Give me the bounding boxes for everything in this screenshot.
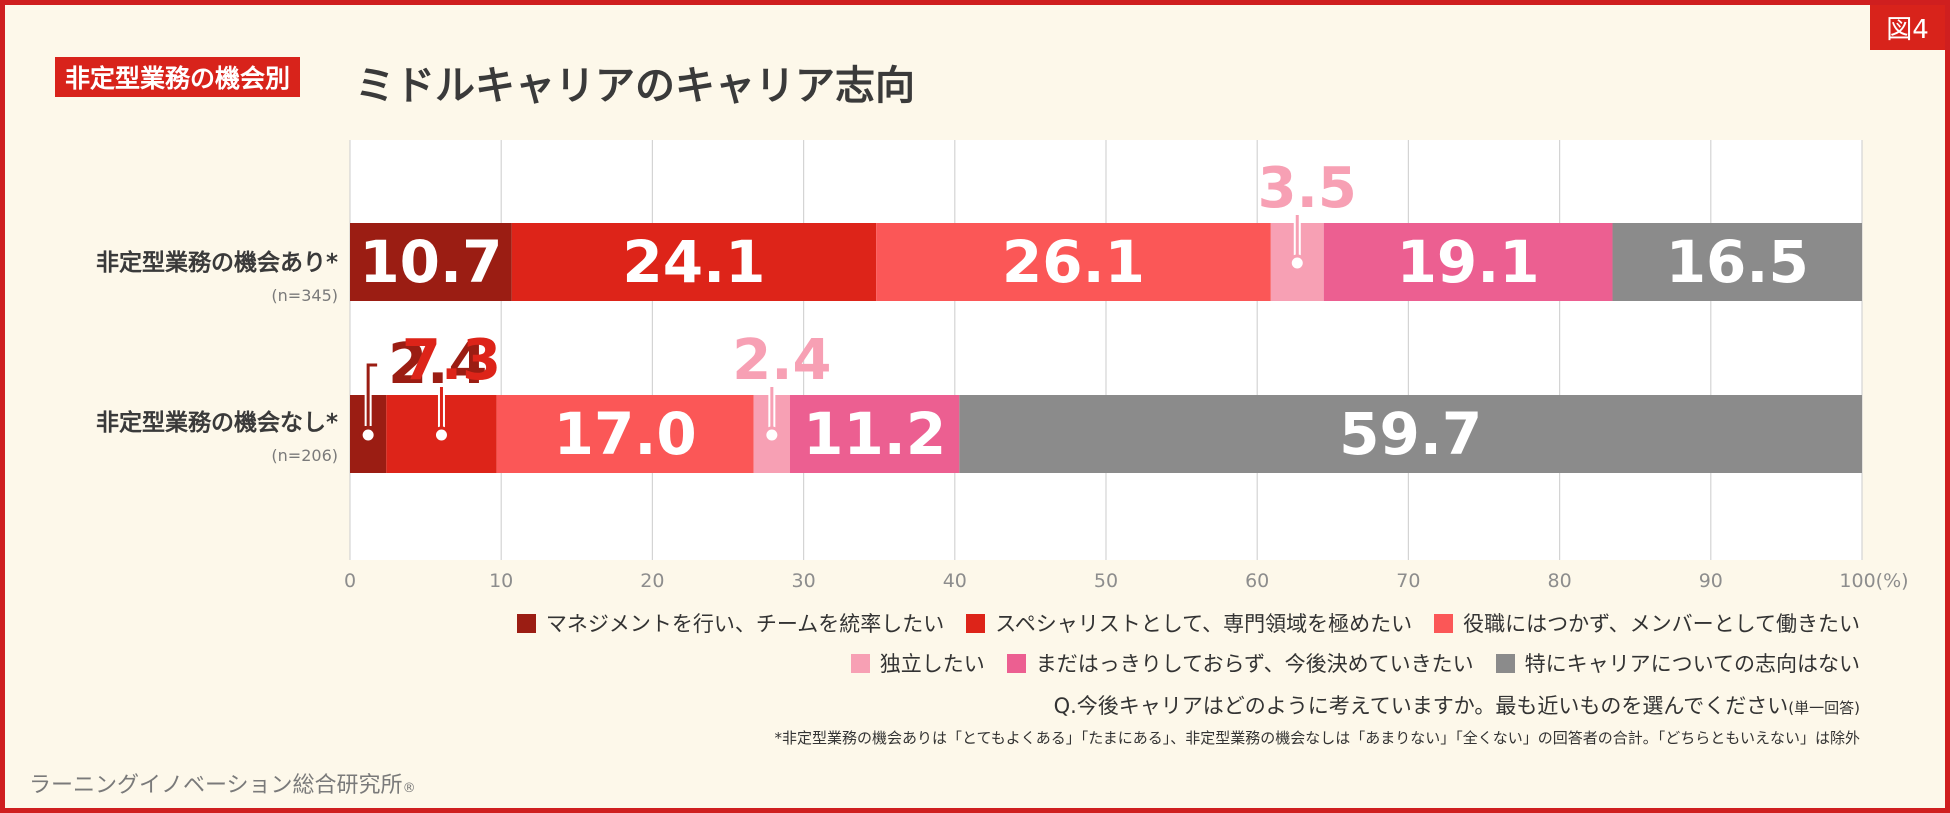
- bar-segment: [1612, 223, 1862, 301]
- x-tick-label: 10: [489, 570, 513, 592]
- bar-value-label: 24.1: [622, 228, 765, 296]
- legend-item: 特にキャリアについての志向はない: [1495, 648, 1860, 678]
- bar-value-label: 59.7: [1339, 400, 1482, 468]
- legend-swatch: [1006, 653, 1026, 673]
- callout-leader: [366, 363, 378, 426]
- survey-question: Q.今後キャリアはどのように考えていますか。最も近いものを選んでください(単一回…: [1054, 690, 1860, 720]
- x-tick-label: 70: [1396, 570, 1420, 592]
- x-tick-label: 0: [344, 570, 356, 592]
- legend-label: スペシャリストとして、専門領域を極めたい: [995, 612, 1413, 636]
- bar-value-label: 17.0: [554, 400, 697, 468]
- legend-row-2: 独立したい まだはっきりしておらず、今後決めていきたい 特にキャリアについての志向は…: [829, 648, 1860, 678]
- bar-segment: [959, 395, 1862, 473]
- bar-value-callout: 3.5: [1258, 156, 1357, 221]
- question-text: Q.今後キャリアはどのように考えていますか。最も近いものを選んでください: [1053, 694, 1789, 718]
- bar-segment: [1323, 223, 1613, 301]
- bar-value-label: 10.7: [359, 228, 502, 296]
- credit: ラーニングイノベーション総合研究所®: [29, 767, 416, 799]
- bar-segment: [789, 395, 960, 473]
- legend-item: まだはっきりしておらず、今後決めていきたい: [1006, 648, 1474, 678]
- category-label: 非定型業務の機会なし*: [96, 409, 338, 436]
- bar-value-label: 26.1: [1002, 228, 1145, 296]
- bar-value-callout: 2.4: [732, 328, 831, 393]
- callout-dot: [359, 426, 377, 444]
- legend-label: 役職にはつかず、メンバーとして働きたい: [1463, 612, 1860, 636]
- bar-segment: [876, 223, 1271, 301]
- bar-value-label: 16.5: [1666, 228, 1809, 296]
- bar-segment: [350, 223, 512, 301]
- legend-swatch: [966, 613, 986, 633]
- legend-label: 独立したい: [879, 652, 985, 676]
- bar-segment: [496, 395, 754, 473]
- x-tick-label: 50: [1094, 570, 1118, 592]
- legend-row-1: マネジメントを行い、チームを統率したい スペシャリストとして、専門領域を極めたい 役…: [495, 608, 1860, 638]
- x-tick-label: 80: [1548, 570, 1572, 592]
- legend-item: 独立したい: [850, 648, 985, 678]
- bar-segment: [511, 223, 877, 301]
- callout-dot: [763, 426, 781, 444]
- legend-label: マネジメントを行い、チームを統率したい: [545, 612, 945, 636]
- legend-label: まだはっきりしておらず、今後決めていきたい: [1035, 652, 1474, 676]
- x-tick-label: 20: [640, 570, 664, 592]
- bar-value-callout: 2.4: [388, 332, 487, 397]
- callout-dot: [432, 426, 450, 444]
- footnote: *非定型業務の機会ありは「とてもよくある」「たまにある」、非定型業務の機会なしは…: [774, 729, 1860, 747]
- stacked-bar-chart: 0 10 20 30 40 50 60 70 80 90 100(%) 非定型業務の機会あり* (n=3…: [96, 140, 1909, 592]
- x-tick-label: 100(%): [1839, 570, 1908, 592]
- legend-swatch: [516, 613, 536, 633]
- credit-text: ラーニングイノベーション総合研究所: [29, 773, 403, 798]
- legend-swatch: [850, 653, 870, 673]
- legend-item: 役職にはつかず、メンバーとして働きたい: [1434, 608, 1860, 638]
- figure-number-tag: 図4: [1870, 5, 1945, 50]
- x-tick-label: 90: [1699, 570, 1723, 592]
- legend-item: スペシャリストとして、専門領域を極めたい: [966, 608, 1412, 638]
- title-badge: 非定型業務の機会別: [55, 57, 301, 97]
- category-sample-size: (n=206): [271, 446, 338, 465]
- bar-value-callout: 7.3: [402, 328, 501, 393]
- chart-title: ミドルキャリアのキャリア志向: [355, 63, 915, 109]
- legend-swatch: [1434, 613, 1454, 633]
- question-note: (単一回答): [1788, 699, 1860, 717]
- x-tick-label: 60: [1245, 570, 1269, 592]
- category-label: 非定型業務の機会あり*: [96, 249, 338, 276]
- registered-mark: ®: [402, 781, 416, 796]
- category-sample-size: (n=345): [271, 286, 338, 305]
- callout-dot: [1288, 254, 1306, 272]
- figure-frame: 図4 非定型業務の機会別 ミドルキャリアのキャリア志向 0 10 20 30 40 50 6…: [5, 5, 1945, 808]
- bar-value-label: 19.1: [1397, 228, 1540, 296]
- x-tick-label: 30: [792, 570, 816, 592]
- x-tick-label: 40: [943, 570, 967, 592]
- legend-label: 特にキャリアについての志向はない: [1524, 652, 1860, 676]
- bar-value-label: 11.2: [803, 400, 946, 468]
- legend-swatch: [1495, 653, 1515, 673]
- legend-item: マネジメントを行い、チームを統率したい: [516, 608, 945, 638]
